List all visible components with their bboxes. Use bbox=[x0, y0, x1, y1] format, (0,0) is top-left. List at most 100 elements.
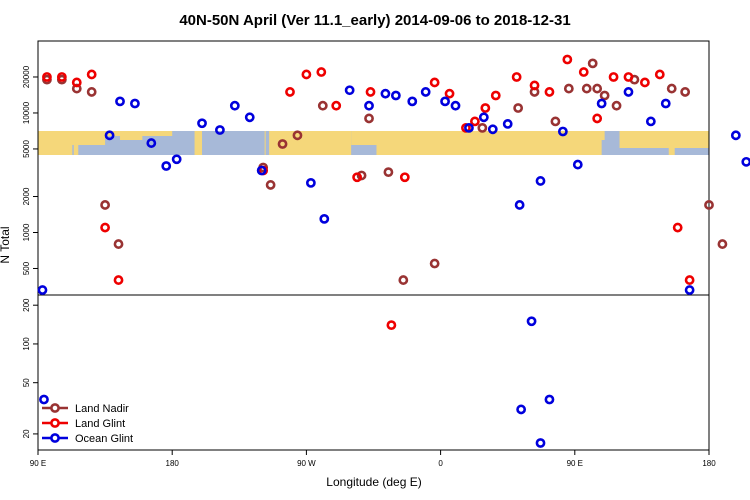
ocean-glint-point bbox=[572, 159, 583, 170]
legend-label-land-glint: Land Glint bbox=[75, 418, 125, 430]
land-glint-point bbox=[42, 72, 52, 82]
land-nadir-point bbox=[86, 87, 97, 97]
data-points bbox=[37, 54, 750, 448]
land-glint-point bbox=[480, 103, 491, 113]
land-nadir-point bbox=[383, 167, 394, 178]
land-nadir-point bbox=[611, 100, 622, 111]
land-glint-point bbox=[469, 116, 480, 127]
land-glint-point bbox=[684, 275, 695, 285]
map-land bbox=[530, 131, 605, 140]
land-glint-point bbox=[71, 77, 82, 88]
legend-marker-land-nadir bbox=[50, 403, 60, 413]
land-nadir-point bbox=[581, 83, 592, 94]
world-map-band bbox=[38, 131, 709, 155]
land-nadir-point bbox=[477, 123, 488, 133]
lower-panel-frame bbox=[37, 294, 710, 451]
ocean-glint-point bbox=[741, 156, 750, 167]
land-glint-point bbox=[365, 87, 376, 97]
land-glint-point bbox=[544, 87, 555, 97]
land-glint-point bbox=[429, 77, 440, 88]
land-glint-point bbox=[639, 77, 650, 88]
ocean-glint-point bbox=[380, 88, 391, 99]
ocean-glint-point bbox=[502, 119, 513, 129]
ocean-glint-point bbox=[256, 165, 267, 176]
land-nadir-point bbox=[317, 100, 328, 111]
y-tick-label: 200 bbox=[22, 298, 31, 312]
map-land bbox=[269, 131, 352, 155]
land-nadir-point bbox=[592, 83, 603, 94]
land-nadir-point bbox=[398, 275, 409, 285]
ocean-glint-point bbox=[645, 116, 656, 127]
legend-marker-ocean-glint bbox=[50, 433, 60, 443]
ocean-glint-point bbox=[557, 126, 568, 137]
legend-label-ocean-glint: Ocean Glint bbox=[75, 433, 133, 445]
x-tick-label: 90 W bbox=[297, 459, 316, 468]
land-nadir-point bbox=[113, 239, 124, 249]
ocean-glint-point bbox=[660, 98, 671, 109]
map-land bbox=[194, 131, 203, 155]
land-glint-point bbox=[562, 54, 573, 65]
y-tick-label: 500 bbox=[22, 261, 31, 275]
ocean-glint-point bbox=[39, 394, 49, 405]
ocean-glint-point bbox=[526, 316, 537, 327]
land-nadir-point bbox=[100, 200, 110, 210]
land-nadir-point bbox=[550, 116, 561, 127]
y-tick-label: 20 bbox=[22, 429, 31, 438]
ocean-glint-point bbox=[516, 404, 527, 415]
legend: Land Nadir Land Glint Ocean Glint bbox=[42, 403, 133, 445]
land-nadir-point bbox=[364, 113, 374, 124]
y-axis-title: N Total bbox=[0, 226, 12, 263]
land-nadir-point bbox=[265, 180, 276, 190]
map-land bbox=[264, 131, 266, 155]
x-tick-label: 0 bbox=[438, 459, 443, 468]
ocean-glint-point bbox=[514, 200, 525, 210]
ocean-glint-point bbox=[215, 125, 225, 135]
ocean-glint-point bbox=[420, 87, 431, 97]
y-tick-label: 50 bbox=[22, 378, 31, 387]
land-glint-point bbox=[592, 113, 603, 124]
land-nadir-point bbox=[704, 200, 714, 210]
ocean-glint-point bbox=[730, 130, 741, 141]
x-tick-label: 180 bbox=[702, 459, 716, 468]
land-glint-point bbox=[285, 87, 295, 97]
x-axis-ticks: 90 E 180 90 W 0 90 E 180 bbox=[30, 450, 716, 468]
ocean-glint-point bbox=[596, 98, 607, 109]
land-glint-point bbox=[529, 80, 540, 91]
land-nadir-point bbox=[680, 87, 691, 97]
ocean-glint-point bbox=[450, 100, 461, 111]
land-glint-point bbox=[608, 72, 619, 82]
land-glint-point bbox=[623, 72, 634, 82]
ocean-glint-point bbox=[535, 438, 546, 448]
land-glint-point bbox=[399, 172, 410, 183]
land-glint-point bbox=[316, 67, 327, 77]
land-nadir-point bbox=[429, 258, 440, 269]
y-tick-label: 5000 bbox=[22, 139, 31, 157]
ocean-glint-point bbox=[390, 90, 401, 101]
ocean-glint-point bbox=[115, 96, 125, 107]
ocean-glint-point bbox=[478, 112, 489, 123]
chart-title: 40N-50N April (Ver 11.1_early) 2014-09-0… bbox=[179, 12, 570, 29]
y-tick-label: 100 bbox=[22, 337, 31, 351]
land-glint-point bbox=[490, 90, 501, 101]
land-nadir-point bbox=[599, 90, 610, 101]
land-glint-point bbox=[511, 72, 522, 82]
ocean-glint-point bbox=[197, 118, 207, 129]
legend-label-land-nadir: Land Nadir bbox=[75, 403, 129, 415]
ocean-glint-point bbox=[244, 112, 255, 123]
land-glint-point bbox=[86, 69, 97, 80]
land-nadir-point bbox=[587, 58, 598, 69]
x-tick-label: 180 bbox=[166, 459, 180, 468]
map-land bbox=[351, 131, 411, 145]
map-land bbox=[433, 131, 531, 155]
land-glint-point bbox=[100, 222, 110, 233]
legend-marker-land-glint bbox=[50, 418, 60, 428]
land-glint-point bbox=[113, 275, 124, 285]
map-land bbox=[120, 131, 143, 140]
land-nadir-point bbox=[277, 139, 288, 149]
ocean-glint-point bbox=[544, 394, 555, 405]
land-glint-point bbox=[654, 69, 665, 80]
land-nadir-point bbox=[666, 83, 677, 94]
land-glint-point bbox=[672, 222, 683, 233]
ocean-glint-point bbox=[319, 213, 330, 224]
